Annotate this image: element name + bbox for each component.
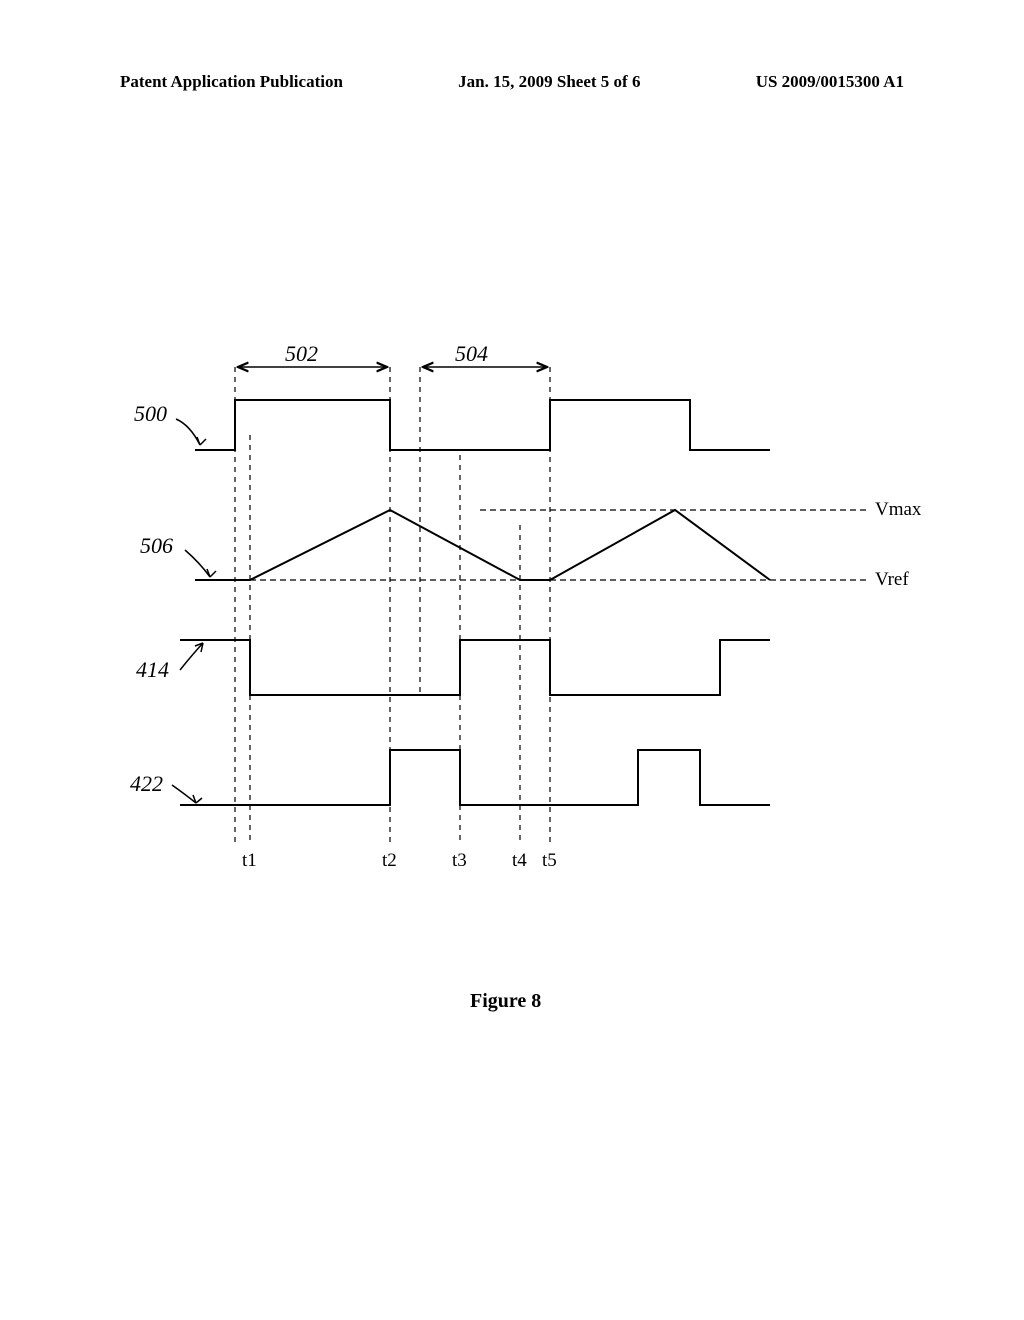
header-center: Jan. 15, 2009 Sheet 5 of 6 bbox=[458, 72, 640, 92]
header-left: Patent Application Publication bbox=[120, 72, 343, 92]
vmax-label: Vmax bbox=[875, 499, 921, 521]
t4-label: t4 bbox=[512, 850, 527, 872]
waveform-500 bbox=[195, 400, 770, 450]
waveform-414 bbox=[180, 640, 770, 695]
t2-label: t2 bbox=[382, 850, 397, 872]
diagram-svg bbox=[130, 355, 890, 925]
figure-caption: Figure 8 bbox=[470, 990, 541, 1013]
ref-422: 422 bbox=[130, 771, 163, 797]
ref-504: 504 bbox=[455, 341, 488, 367]
ref-414: 414 bbox=[136, 657, 169, 683]
waveform-422 bbox=[180, 750, 770, 805]
waveform-506 bbox=[195, 510, 770, 580]
leader-lines bbox=[172, 419, 216, 803]
ref-506: 506 bbox=[140, 533, 173, 559]
header-right: US 2009/0015300 A1 bbox=[756, 72, 904, 92]
t3-label: t3 bbox=[452, 850, 467, 872]
ref-502: 502 bbox=[285, 341, 318, 367]
vref-label: Vref bbox=[875, 569, 909, 591]
t1-label: t1 bbox=[242, 850, 257, 872]
ref-500: 500 bbox=[134, 401, 167, 427]
t5-label: t5 bbox=[542, 850, 557, 872]
timing-diagram: 502 504 500 506 414 422 Vmax Vref t1 t2 … bbox=[130, 355, 890, 925]
vertical-guides bbox=[235, 367, 550, 845]
